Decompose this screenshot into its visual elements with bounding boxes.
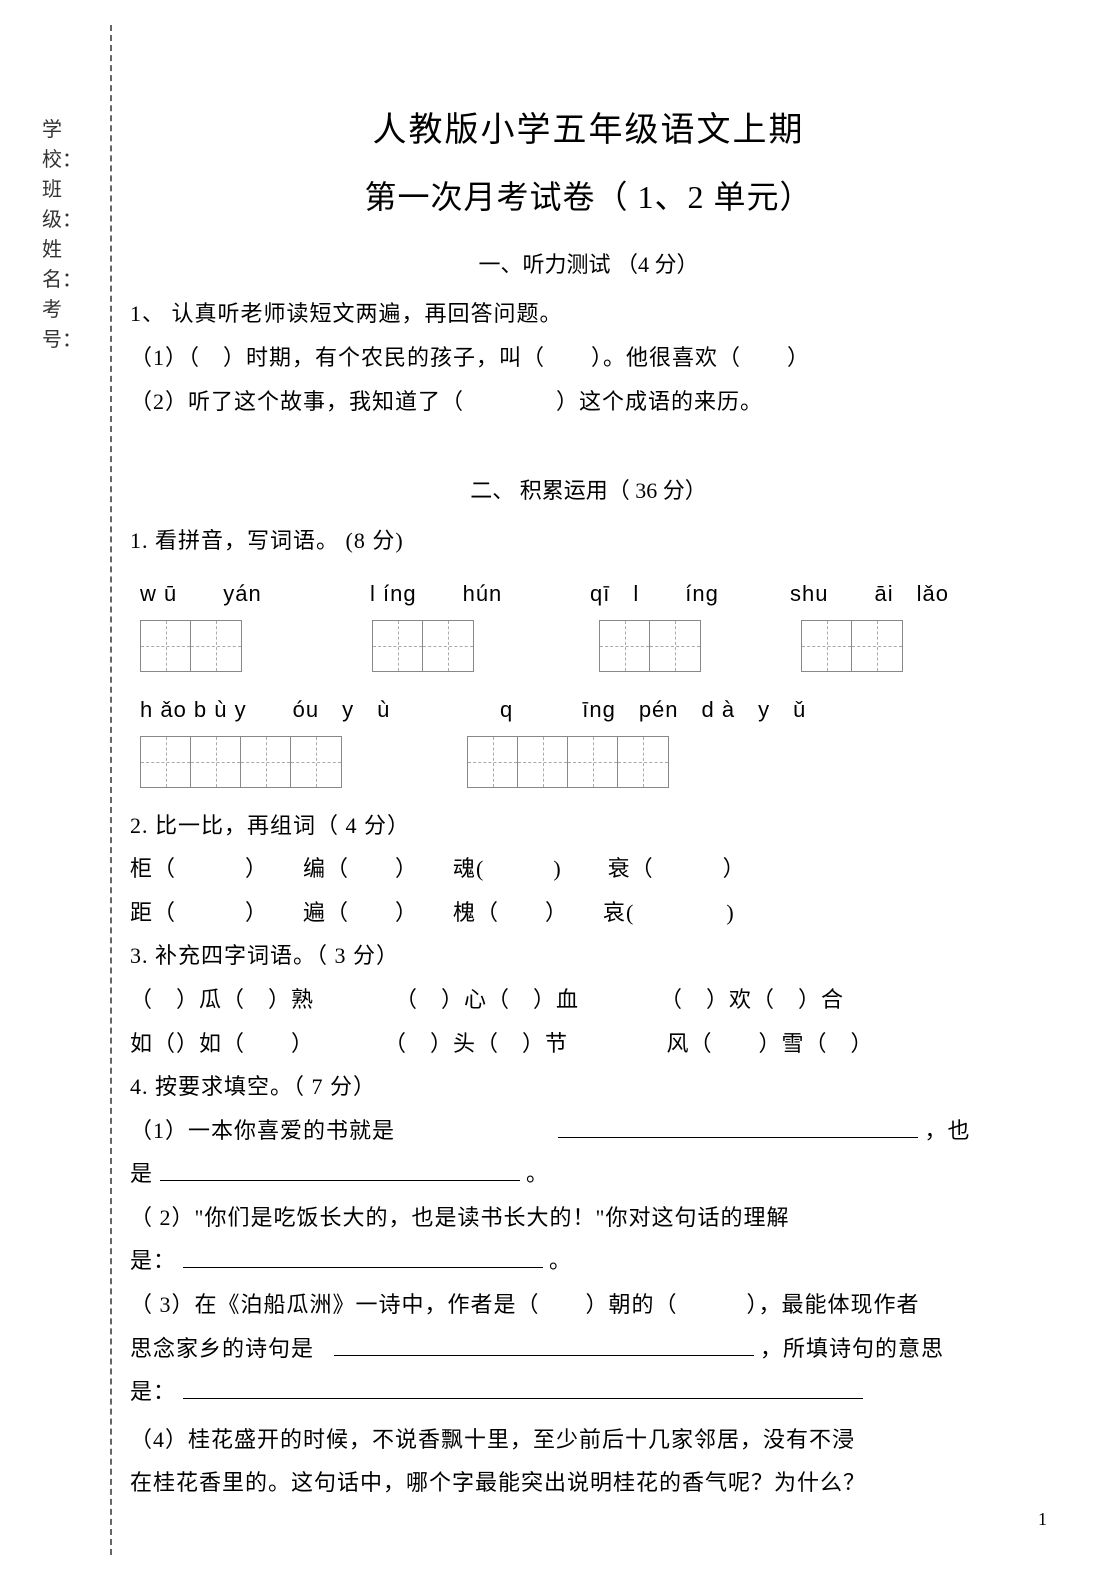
pinyin-row-1: w ū yán l íng hún qī l íng shu āi lǎo [130,574,1047,614]
q4-3-text-d: 是： [130,1379,176,1404]
char-cell [600,621,650,671]
s2-q4-3d: 是： [130,1372,1047,1412]
exam-title: 人教版小学五年级语文上期 [130,100,1047,161]
char-cell [141,737,191,787]
char-cell [518,737,568,787]
char-cell [191,737,241,787]
pinyin-5: h ǎo b ù y óu y ù [140,690,500,730]
char-grid [372,620,474,672]
char-cell [241,737,291,787]
pinyin-1: w ū yán [140,574,320,614]
blank-line [558,1116,918,1138]
label-class-1: 班 [42,175,82,205]
q4-1-text-b: ，也 [925,1118,971,1143]
char-cell [423,621,473,671]
s2-q2-intro: 2. 比一比，再组词（ 4 分） [130,806,1047,846]
q4-3-text-c: ，所填诗句的意思 [760,1336,944,1361]
s2-q3-intro: 3. 补充四字词语。（ 3 分） [130,936,1047,976]
blank-line [183,1246,543,1268]
s2-q4-3a: （ 3）在《泊船瓜洲》一诗中，作者是（ ）朝的（ ），最能体现作者 [130,1285,1047,1325]
binding-margin-labels: 学 校： 班 级： 姓 名： 考 号： [42,115,82,355]
char-grid [801,620,903,672]
s2-q4-3b: 思念家乡的诗句是 ，所填诗句的意思 [130,1329,1047,1369]
s2-q4-2b: 是： 。 [130,1241,1047,1281]
char-boxes-row-2 [130,736,1047,788]
label-exam-2: 号： [42,325,82,355]
char-cell [568,737,618,787]
char-grid [599,620,701,672]
label-name-1: 姓 [42,235,82,265]
char-grid [140,620,242,672]
pinyin-6: q īng pén d à y ǔ [500,690,860,730]
blank-line [334,1334,754,1356]
q4-1-text-d: 。 [526,1161,549,1186]
q4-2-text-b: 是： [130,1248,176,1273]
char-cell [468,737,518,787]
q4-1-text-c: 是 [130,1161,153,1186]
s2-q4-1c: 是 。 [130,1154,1047,1194]
s2-q2-line1: 柜（ ） 编（ ） 魂( ) 衰（ ） [130,849,1047,889]
page-number: 1 [1038,1509,1047,1530]
label-class-2: 级： [42,205,82,235]
s1-q1-intro: 1、 认真听老师读短文两遍，再回答问题。 [130,294,1047,334]
pinyin-row-2: h ǎo b ù y óu y ù q īng pén d à y ǔ [130,690,1047,730]
exam-subtitle: 第一次月考试卷（ 1、2 单元） [130,169,1047,227]
char-cell [650,621,700,671]
char-cell [373,621,423,671]
s2-q4-1: （1）一本你喜爱的书就是 ，也 [130,1111,1047,1151]
blank-line [160,1159,520,1181]
s1-q1-1: （1）（ ）时期，有个农民的孩子，叫（ ）。他很喜欢（ ） [130,338,1047,378]
char-cell [852,621,902,671]
s2-q2-line2: 距（ ） 遍（ ） 槐（ ） 哀( ) [130,893,1047,933]
char-boxes-row-1 [130,620,1047,672]
blank-line [183,1377,863,1399]
char-cell [191,621,241,671]
q4-1-text-a: （1）一本你喜爱的书就是 [130,1118,395,1143]
section2-header: 二、 积累运用（ 36 分） [130,471,1047,511]
binding-dashed-line [110,25,112,1555]
q4-3-text-b: 思念家乡的诗句是 [130,1336,314,1361]
section1-header: 一、听力测试 （4 分） [130,245,1047,285]
char-grid [140,736,342,788]
char-grid [467,736,669,788]
label-exam-1: 考 [42,295,82,325]
s2-q4-4a: （4）桂花盛开的时候，不说香飘十里，至少前后十几家邻居，没有不浸 [130,1420,1047,1460]
char-cell [802,621,852,671]
pinyin-2: l íng hún [370,574,550,614]
label-school-2: 校： [42,145,82,175]
s2-q4-4b: 在桂花香里的。这句话中，哪个字最能突出说明桂花的香气呢？为什么？ [130,1463,1047,1503]
q4-2-text-c: 。 [549,1248,572,1273]
s2-q3-line2: 如（）如（ ） （ ）头（ ）节 风（ ）雪（ ） [130,1024,1047,1064]
s1-q1-2: （2）听了这个故事，我知道了（ ）这个成语的来历。 [130,382,1047,422]
s2-q4-2a: （ 2）"你们是吃饭长大的，也是读书长大的！"你对这句话的理解 [130,1198,1047,1238]
s2-q3-line1: （ ）瓜（ ）熟 （ ）心（ ）血 （ ）欢（ ）合 [130,980,1047,1020]
exam-content: 人教版小学五年级语文上期 第一次月考试卷（ 1、2 单元） 一、听力测试 （4 … [130,100,1047,1507]
pinyin-3: qī l íng [590,574,770,614]
char-cell [618,737,668,787]
s2-q4-intro: 4. 按要求填空。（ 7 分） [130,1067,1047,1107]
s2-q1-intro: 1. 看拼音，写词语。 (8 分) [130,521,1047,561]
pinyin-4: shu āi lǎo [790,574,970,614]
char-cell [141,621,191,671]
label-school-1: 学 [42,115,82,145]
char-cell [291,737,341,787]
label-name-2: 名： [42,265,82,295]
